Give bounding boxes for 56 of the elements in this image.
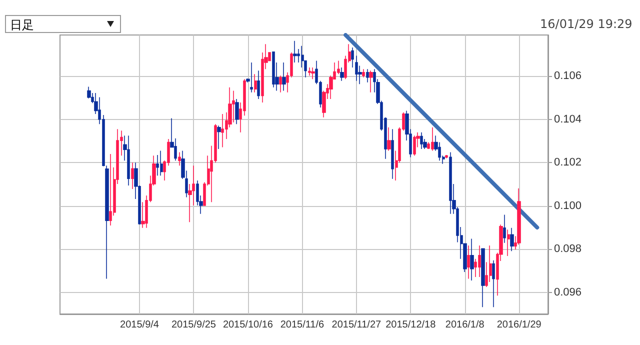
candlestick (340, 67, 344, 82)
candlestick (503, 214, 506, 244)
candlestick (362, 68, 365, 78)
candlestick (257, 70, 260, 100)
candlestick (470, 238, 474, 281)
candlestick (478, 245, 481, 278)
candlestick (235, 98, 239, 125)
candlestick (387, 126, 391, 152)
candlestick (369, 70, 373, 93)
candlestick (160, 150, 163, 176)
candlestick (272, 51, 275, 88)
candlestick (351, 47, 354, 68)
candlestick (467, 245, 470, 280)
candlestick (391, 128, 394, 180)
candlestick (431, 126, 434, 152)
y-tick-label: 0.104 (554, 113, 582, 126)
x-tick-label: 2015/10/16 (222, 320, 274, 330)
candlestick (420, 132, 423, 150)
candlestick (308, 67, 311, 76)
y-tick-label: 0.106 (554, 70, 582, 82)
text: 16/01/29 19:29 (540, 17, 632, 31)
x-tick-label: 2015/12/18 (386, 320, 436, 330)
candlestick (507, 229, 510, 256)
y-tick-label: 0.102 (554, 156, 582, 169)
candlestick (221, 114, 224, 148)
candlestick (178, 152, 181, 166)
candlestick (481, 248, 485, 308)
text: 日足 (10, 18, 34, 32)
candlestick (449, 152, 452, 214)
candlestick (355, 55, 358, 82)
candlestick (250, 62, 253, 93)
x-tick-label: 2016/1/29 (496, 320, 542, 330)
candlestick (510, 228, 514, 252)
x-tick-label: 2015/11/27 (332, 320, 382, 330)
x-tick-label: 2016/1/8 (445, 320, 485, 330)
candlestick (413, 135, 416, 156)
candlestick (131, 162, 134, 190)
x-tick-label: 2015/11/6 (280, 320, 324, 330)
y-tick-label: 0.100 (554, 200, 582, 212)
candlestick (492, 260, 495, 308)
candlestick (254, 74, 257, 93)
candlestick (217, 125, 221, 150)
candlestick (445, 154, 448, 159)
candlestick (156, 154, 159, 176)
candlestick (282, 62, 286, 92)
candlestick (366, 68, 369, 83)
y-tick-label: 0.098 (554, 243, 582, 256)
candlestick (279, 75, 282, 93)
x-tick-label: 2015/9/4 (120, 320, 160, 330)
candlestick (311, 67, 315, 80)
candlestick (293, 40, 297, 63)
candlestick (109, 154, 112, 226)
x-tick-label: 2015/9/25 (172, 320, 216, 330)
y-tick-label: 0.096 (554, 286, 582, 298)
candlestick (127, 135, 130, 186)
candlestick (87, 86, 91, 99)
